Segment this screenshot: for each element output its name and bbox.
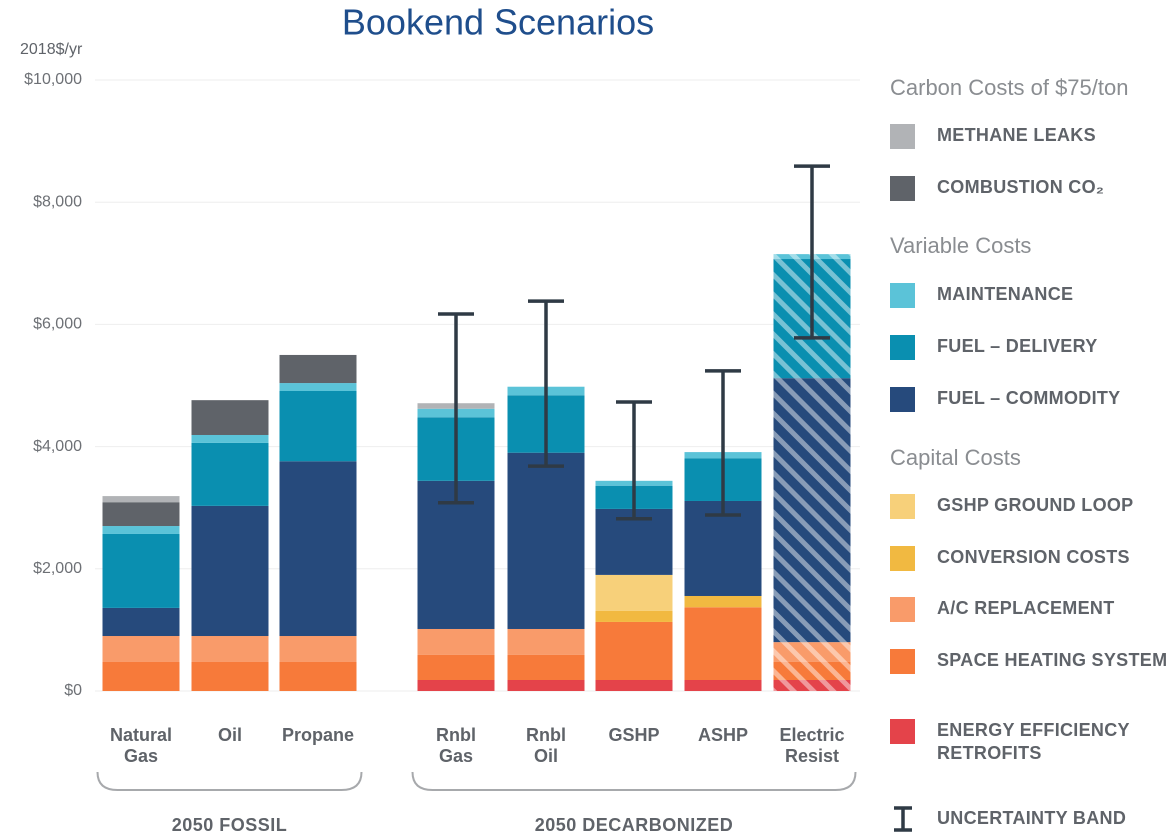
legend-label: FUEL – DELIVERY	[937, 336, 1098, 356]
legend-label: A/C REPLACEMENT	[937, 598, 1115, 618]
legend-swatch	[890, 124, 915, 149]
y-tick-label: $10,000	[24, 71, 82, 88]
bar-segment	[417, 680, 495, 691]
y-tick-label: $2,000	[33, 560, 82, 577]
bar-segment	[595, 574, 673, 611]
bar-segment	[279, 661, 357, 691]
bar-segment	[279, 461, 357, 637]
bar-segment	[595, 621, 673, 681]
y-tick-label: $8,000	[33, 193, 82, 210]
legend-swatch	[890, 176, 915, 201]
x-tick-label: Electric Resist	[779, 725, 844, 766]
y-tick-label: $6,000	[33, 316, 82, 333]
legend-label: FUEL – COMMODITY	[937, 388, 1120, 408]
legend-label: UNCERTAINTY BAND	[937, 808, 1126, 828]
bar-segment	[102, 636, 180, 662]
legend-label: SPACE HEATING SYSTEM	[937, 650, 1167, 670]
bar-segment	[102, 661, 180, 691]
legend-swatch	[890, 649, 915, 674]
x-tick-label: Natural Gas	[110, 725, 172, 766]
legend-swatch	[890, 335, 915, 360]
bar-segment	[684, 595, 762, 608]
legend-label: MAINTENANCE	[937, 284, 1073, 304]
legend-label: ENERGY EFFICIENCY RETROFITS	[937, 720, 1130, 763]
y-axis-label: 2018$/yr	[20, 41, 83, 58]
hatch	[773, 378, 851, 643]
bar-segment	[102, 607, 180, 637]
bar-segment	[684, 500, 762, 596]
bar-segment	[102, 502, 180, 527]
x-tick-label: Rnbl Oil	[526, 725, 566, 766]
bar-segment	[191, 400, 269, 435]
legend-error-icon	[894, 806, 912, 832]
legend-swatch	[890, 546, 915, 571]
x-tick-label: Rnbl Gas	[436, 725, 476, 766]
legend-label: CONVERSION COSTS	[937, 547, 1130, 567]
bar-segment	[102, 526, 180, 534]
y-tick-label: $0	[64, 682, 82, 699]
y-tick-label: $4,000	[33, 438, 82, 455]
error-bar	[438, 312, 474, 505]
group-label: 2050 FOSSIL	[172, 815, 288, 835]
legend-swatch	[890, 494, 915, 519]
hatch	[773, 661, 851, 681]
x-tick-label: ASHP	[698, 725, 748, 745]
bar-segment	[684, 680, 762, 691]
chart-title: Bookend Scenarios	[342, 2, 654, 43]
bar-segment	[279, 390, 357, 462]
bar-segment	[279, 383, 357, 391]
bar-segment	[191, 442, 269, 506]
x-tick-label: Oil	[218, 725, 242, 745]
bar-segment	[417, 628, 495, 655]
legend-swatch	[890, 387, 915, 412]
legend-heading: Variable Costs	[890, 233, 1031, 258]
legend-swatch	[890, 719, 915, 744]
x-tick-label: GSHP	[608, 725, 659, 745]
x-tick-label: Propane	[282, 725, 354, 745]
group-bracket	[411, 771, 857, 791]
error-bar	[528, 299, 564, 468]
legend-label: COMBUSTION CO₂	[937, 177, 1104, 197]
hatch	[773, 680, 851, 691]
legend-swatch	[890, 597, 915, 622]
bar-segment	[279, 354, 357, 384]
bar-segment	[191, 434, 269, 443]
bar-segment	[191, 661, 269, 691]
bar-segment	[507, 680, 585, 691]
bar-segment	[417, 480, 495, 629]
legend-swatch	[890, 283, 915, 308]
bar-segment	[417, 654, 495, 681]
error-bar	[616, 400, 652, 521]
group-bracket	[96, 771, 363, 791]
bar-segment	[507, 628, 585, 655]
legend-label: METHANE LEAKS	[937, 125, 1096, 145]
bar-segment	[595, 680, 673, 691]
bar-segment	[102, 533, 180, 608]
bar-segment	[595, 610, 673, 622]
group-label: 2050 DECARBONIZED	[535, 815, 734, 835]
bar-segment	[507, 654, 585, 681]
legend-heading: Capital Costs	[890, 445, 1021, 470]
hatch	[773, 642, 851, 662]
bar-segment	[191, 636, 269, 662]
error-bar	[705, 369, 741, 517]
bar-segment	[684, 607, 762, 681]
bar-segment	[279, 636, 357, 662]
legend-heading: Carbon Costs of $75/ton	[890, 75, 1128, 100]
bar-segment	[507, 452, 585, 629]
bar-segment	[102, 496, 180, 503]
error-bar	[794, 164, 830, 340]
bar-segment	[191, 505, 269, 637]
legend-label: GSHP GROUND LOOP	[937, 495, 1134, 515]
